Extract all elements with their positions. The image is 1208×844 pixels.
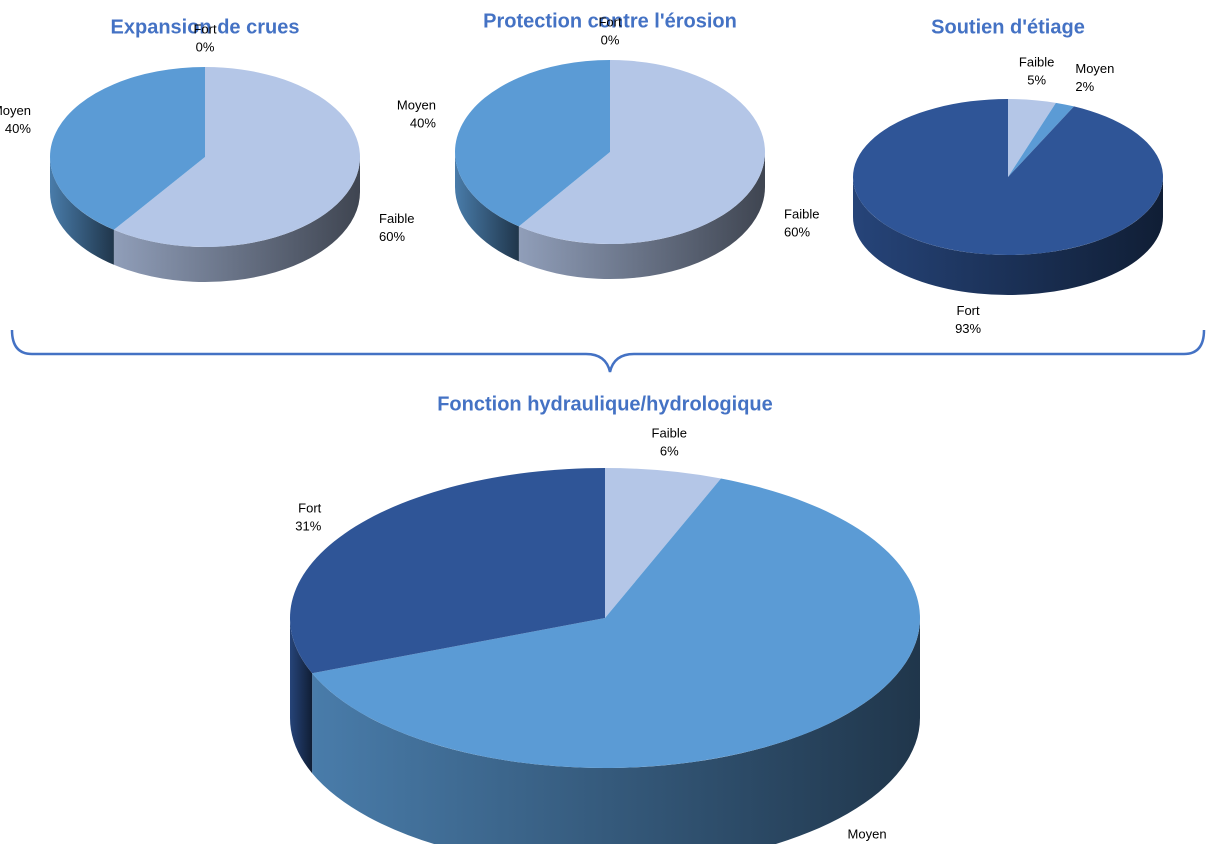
slice-side bbox=[455, 152, 519, 262]
data-label-name: Fort bbox=[957, 303, 981, 318]
slice-side bbox=[312, 618, 920, 844]
slice bbox=[289, 467, 605, 674]
data-label: 6% bbox=[660, 444, 679, 459]
data-label: 40% bbox=[5, 121, 31, 136]
slice-side bbox=[853, 177, 1163, 295]
slice bbox=[49, 67, 205, 230]
slice bbox=[312, 478, 921, 768]
slice-side bbox=[113, 157, 361, 282]
slice bbox=[853, 99, 1163, 255]
data-label: 0% bbox=[601, 32, 620, 47]
slice bbox=[455, 60, 610, 227]
chart-title: Soutien d'étiage bbox=[931, 16, 1085, 38]
data-label: 0% bbox=[196, 39, 215, 54]
slice-side bbox=[518, 152, 765, 279]
data-label-name: Moyen bbox=[0, 103, 31, 118]
slice bbox=[113, 67, 360, 248]
chart-title: Fonction hydraulique/hydrologique bbox=[437, 393, 773, 415]
chart-title: Protection contre l'érosion bbox=[483, 10, 737, 32]
slice-side bbox=[50, 157, 114, 265]
data-label: 60% bbox=[784, 225, 810, 240]
slice bbox=[1008, 99, 1056, 177]
data-label-name: Faible bbox=[652, 426, 687, 441]
data-label-name: Fort bbox=[598, 14, 622, 29]
data-label: 60% bbox=[379, 229, 405, 244]
data-label-name: Moyen bbox=[397, 97, 436, 112]
data-label: 31% bbox=[295, 518, 321, 533]
data-label-name: Fort bbox=[298, 500, 322, 515]
data-label-name: Moyen bbox=[1075, 61, 1114, 76]
slice bbox=[1008, 102, 1074, 177]
data-label-name: Faible bbox=[1019, 55, 1054, 70]
slice bbox=[605, 468, 721, 618]
data-label: 5% bbox=[1027, 73, 1046, 88]
data-label-name: Faible bbox=[379, 211, 414, 226]
slice bbox=[518, 60, 765, 245]
data-label-name: Moyen bbox=[848, 826, 887, 841]
data-label: 40% bbox=[410, 115, 436, 130]
data-label-name: Fort bbox=[193, 21, 217, 36]
slice-side bbox=[290, 618, 313, 774]
data-label: 93% bbox=[955, 321, 981, 336]
data-label-name: Faible bbox=[784, 207, 819, 222]
chart-title: Expansion de crues bbox=[111, 16, 300, 38]
data-label: 2% bbox=[1075, 79, 1094, 94]
brace bbox=[10, 329, 1206, 373]
